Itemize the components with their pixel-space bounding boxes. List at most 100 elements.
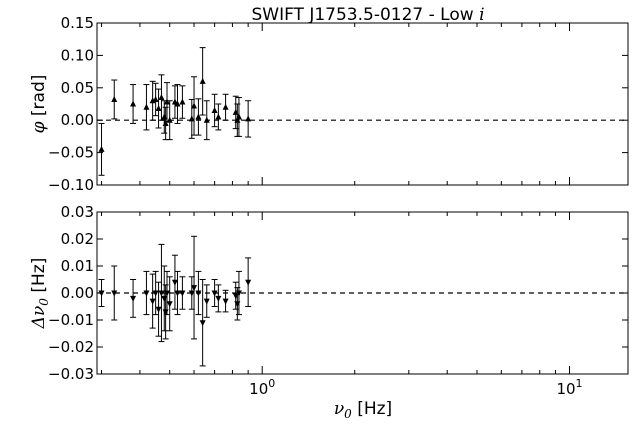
top-data-point: [222, 93, 229, 121]
bottom-y-tick-label: 0.03: [61, 203, 94, 221]
bottom-data-point: [199, 279, 206, 367]
top-y-ticks: −0.10 −0.05 0.00 0.05 0.10 0.15: [48, 14, 628, 194]
bottom-y-tick-label: −0.01: [48, 311, 94, 329]
bottom-marker: [215, 295, 222, 302]
bottom-y-axis-label: Δν0 [Hz]: [29, 258, 51, 330]
x-tick-label: 100: [249, 377, 275, 398]
top-marker: [222, 103, 229, 110]
bottom-data-point: [195, 270, 202, 316]
bottom-marker: [211, 290, 218, 297]
x-symbol: ν: [334, 399, 344, 419]
bottom-y-symbol: Δν: [29, 306, 49, 330]
bottom-y-tick-label: 0.00: [61, 284, 94, 302]
top-y-tick-label: 0.05: [61, 79, 94, 97]
chart-title-text: SWIFT J1753.5-0127 - Low: [251, 5, 479, 25]
top-panel: −0.10 −0.05 0.00 0.05 0.10 0.15 φ [rad]: [29, 14, 629, 194]
bottom-data-point: [155, 281, 162, 337]
bottom-data-point: [179, 276, 186, 310]
bottom-y-tick-label: 0.01: [61, 257, 94, 275]
top-marker: [195, 113, 202, 120]
bottom-data-point: [152, 270, 159, 316]
top-marker: [203, 116, 210, 123]
x-axis-label: ν0 [Hz]: [334, 399, 392, 421]
top-data-point: [162, 106, 169, 141]
bottom-x-ticks: 100 101: [101, 212, 583, 398]
top-marker: [161, 113, 168, 120]
bottom-marker: [199, 320, 206, 327]
x-subscript: 0: [344, 407, 352, 421]
bottom-marker: [158, 290, 165, 297]
bottom-marker: [179, 290, 186, 297]
bottom-marker: [152, 290, 159, 297]
bottom-y-tick-label: 0.02: [61, 230, 94, 248]
top-data-point: [179, 85, 186, 119]
bottom-data-point: [174, 270, 181, 316]
bottom-marker: [149, 298, 156, 305]
top-marker: [143, 103, 150, 110]
top-data-point: [245, 100, 252, 138]
top-data-point: [98, 122, 105, 176]
top-plot-frame: [96, 22, 629, 186]
top-data-point: [195, 98, 202, 136]
bottom-data-point: [235, 270, 242, 316]
top-y-tick-label: −0.05: [48, 144, 94, 162]
bottom-data-point: [149, 273, 156, 329]
bottom-marker: [111, 290, 118, 297]
top-marker: [199, 77, 206, 84]
bottom-data-point: [111, 265, 118, 321]
top-data-point: [158, 74, 165, 121]
bottom-y-tick-label: −0.03: [48, 365, 94, 383]
bottom-marker: [166, 301, 173, 308]
top-marker: [188, 115, 195, 122]
bottom-marker: [171, 279, 178, 286]
bottom-data-point: [158, 243, 165, 343]
bottom-data-point: [143, 270, 150, 316]
bottom-y-subscript: 0: [37, 298, 51, 306]
bottom-data-point: [222, 289, 229, 313]
bottom-data-point: [215, 284, 222, 313]
chart-title-symbol: i: [479, 5, 484, 25]
top-data-point: [155, 88, 162, 129]
top-marker: [152, 95, 159, 102]
bottom-marker: [235, 290, 242, 297]
bottom-data-point: [161, 265, 168, 332]
bottom-y-tick-label: −0.02: [48, 338, 94, 356]
bottom-marker: [155, 306, 162, 313]
top-data-point: [211, 93, 218, 128]
top-data-point: [203, 100, 210, 141]
top-marker: [130, 100, 137, 107]
bottom-marker: [143, 290, 150, 297]
top-y-axis-label: φ [rad]: [29, 75, 49, 134]
bottom-marker: [222, 298, 229, 305]
bottom-y-ticks: −0.03 −0.02 −0.01 0.00 0.01 0.02 0.03: [48, 203, 628, 383]
top-y-tick-label: 0.15: [61, 14, 94, 32]
top-data-point: [130, 84, 137, 124]
bottom-data-point: [211, 279, 218, 307]
bottom-data-points: [98, 235, 252, 367]
bottom-marker: [191, 285, 198, 292]
top-marker: [98, 145, 105, 152]
top-y-tick-label: −0.10: [48, 176, 94, 194]
top-marker: [166, 116, 173, 123]
top-data-point: [143, 84, 150, 131]
bottom-marker: [130, 295, 137, 302]
top-marker: [215, 113, 222, 120]
bottom-panel: −0.03 −0.02 −0.01 0.00 0.01 0.02 0.03 100 101 Δ…: [29, 203, 629, 398]
bottom-y-unit: [Hz]: [29, 258, 49, 298]
bottom-marker: [161, 295, 168, 302]
top-data-point: [199, 47, 206, 116]
top-marker: [164, 98, 171, 105]
bottom-marker: [98, 290, 105, 297]
bottom-marker: [195, 290, 202, 297]
top-y-unit: [rad]: [29, 75, 49, 122]
top-marker: [179, 98, 186, 105]
top-data-point: [166, 100, 173, 141]
top-y-symbol: φ: [29, 121, 49, 133]
top-data-point: [161, 100, 168, 134]
bottom-data-point: [245, 257, 252, 307]
x-tick-label: 101: [556, 377, 582, 398]
bottom-data-point: [166, 276, 173, 332]
top-marker: [211, 106, 218, 113]
bottom-data-point: [188, 276, 195, 310]
